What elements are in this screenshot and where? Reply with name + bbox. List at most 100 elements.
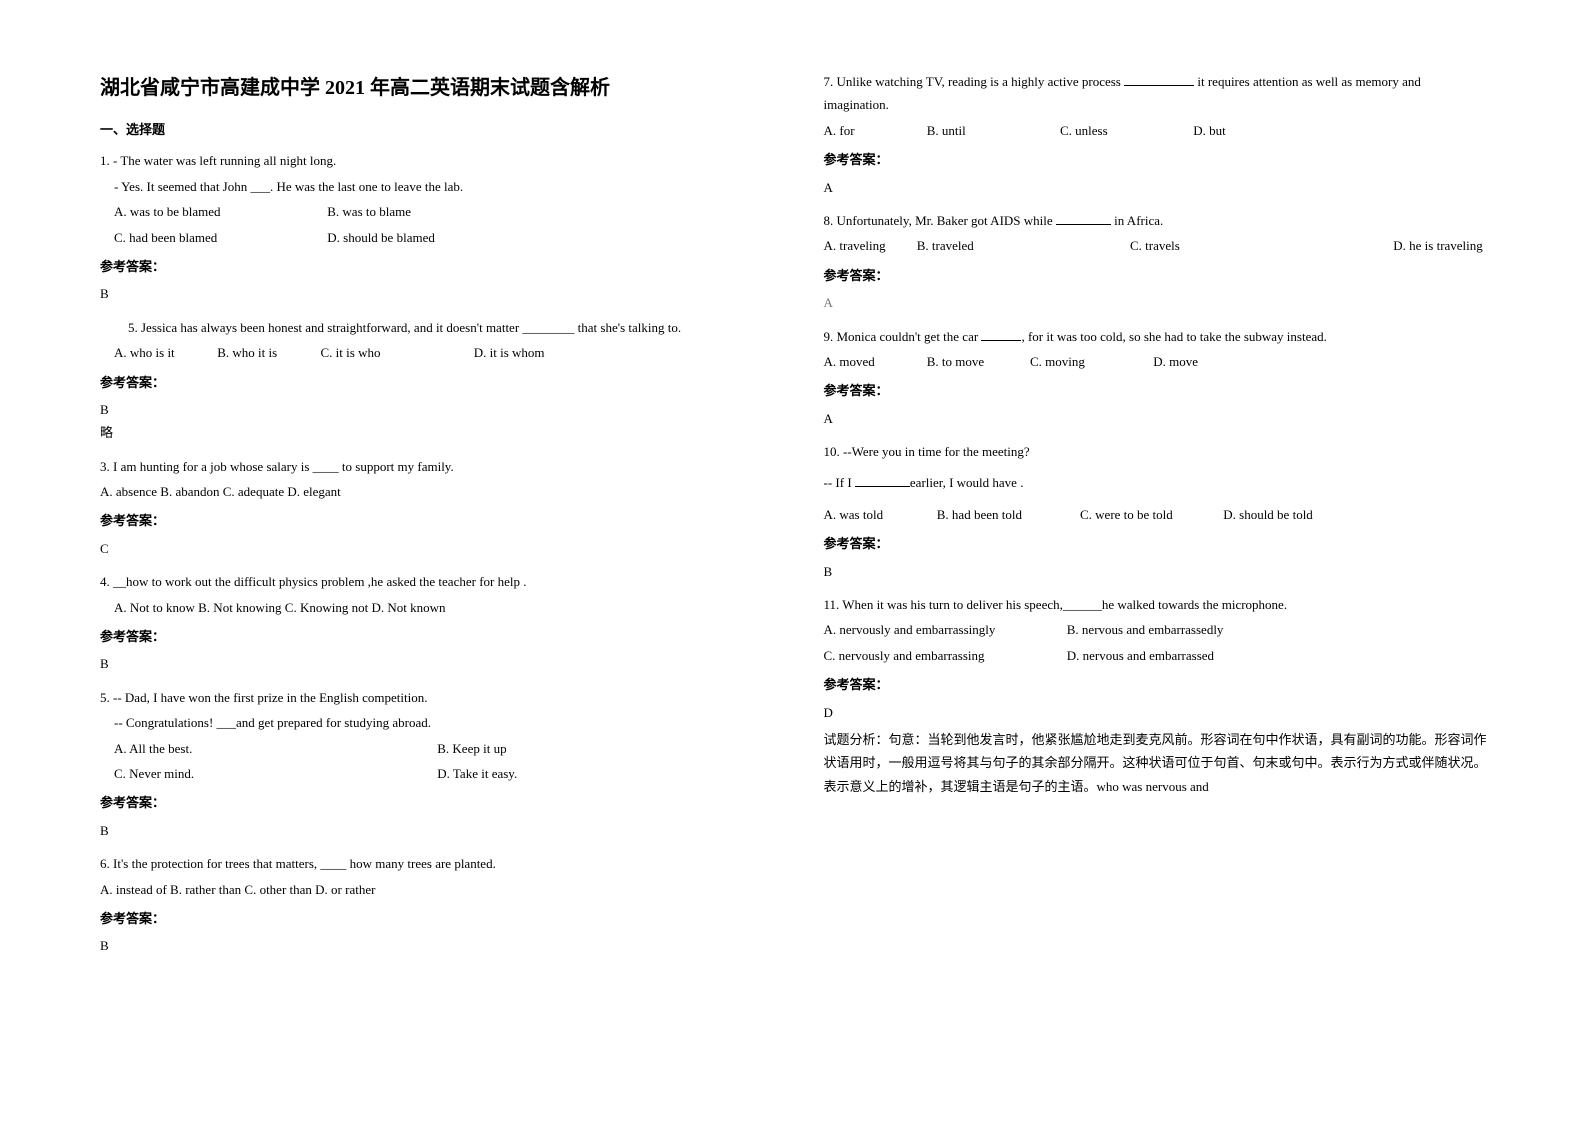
q7-l1a: 7. Unlike watching TV, reading is a high… [824, 74, 1125, 89]
q1-opt-d: D. should be blamed [327, 230, 435, 245]
q1-opt-a: A. was to be blamed [114, 200, 324, 223]
q10-line2: -- If I earlier, I would have . [824, 471, 1488, 494]
q7-b: B. until [927, 119, 1057, 142]
q2-opt-a: A. who is it [114, 341, 214, 364]
q10-a: A. was told [824, 503, 934, 526]
q8-ans-label: 参考答案： [824, 264, 1488, 287]
q8-l1b: in Africa. [1111, 213, 1163, 228]
q8-a: A. traveling [824, 234, 914, 257]
q7-line1: 7. Unlike watching TV, reading is a high… [824, 70, 1488, 117]
section-heading: 一、选择题 [100, 118, 764, 141]
q11-opts-row2: C. nervously and embarrassing D. nervous… [824, 644, 1488, 667]
q9-d: D. move [1153, 354, 1198, 369]
q1-opt-c: C. had been blamed [114, 226, 324, 249]
q10-b: B. had been told [937, 503, 1077, 526]
q2-opt-c: C. it is who [321, 341, 471, 364]
q5-opt-a: A. All the best. [114, 737, 434, 760]
q10-ans-label: 参考答案： [824, 532, 1488, 555]
q9-ans-label: 参考答案： [824, 379, 1488, 402]
q11-ob: B. nervous and embarrassedly [1067, 622, 1224, 637]
q4-opts: A. Not to know B. Not knowing C. Knowing… [100, 596, 764, 619]
q6-ans-label: 参考答案： [100, 907, 764, 930]
q11-line1: 11. When it was his turn to deliver his … [824, 593, 1488, 616]
q1-line1: 1. - The water was left running all nigh… [100, 149, 764, 172]
page: 湖北省咸宁市高建成中学 2021 年高二英语期末试题含解析 一、选择题 1. -… [0, 0, 1587, 1008]
q7-c: C. unless [1060, 119, 1190, 142]
q1-line2: - Yes. It seemed that John ___. He was t… [100, 175, 764, 198]
q2-ans: B [100, 398, 764, 421]
q2-opt-d: D. it is whom [474, 345, 545, 360]
q9-c: C. moving [1030, 350, 1150, 373]
q7-d: D. but [1193, 123, 1226, 138]
q5-ans-label: 参考答案： [100, 791, 764, 814]
q5-line1: 5. -- Dad, I have won the first prize in… [100, 686, 764, 709]
q9-b: B. to move [927, 350, 1027, 373]
q5-ans: B [100, 819, 764, 842]
q8-opts: A. traveling B. traveled C. travels D. h… [824, 234, 1488, 257]
q5-opts-row1: A. All the best. B. Keep it up [100, 737, 764, 760]
q10-d: D. should be told [1223, 507, 1313, 522]
q5-opt-b: B. Keep it up [437, 741, 506, 756]
q8-b: B. traveled [917, 234, 1127, 257]
q5-opt-d: D. Take it easy. [437, 766, 517, 781]
doc-title: 湖北省咸宁市高建成中学 2021 年高二英语期末试题含解析 [100, 70, 764, 106]
q8-line1: 8. Unfortunately, Mr. Baker got AIDS whi… [824, 209, 1488, 232]
q7-ans: A [824, 176, 1488, 199]
left-column: 湖北省咸宁市高建成中学 2021 年高二英语期末试题含解析 一、选择题 1. -… [100, 70, 764, 968]
q3-line1: 3. I am hunting for a job whose salary i… [100, 455, 764, 478]
blank-icon [1056, 212, 1111, 225]
q10-opts: A. was told B. had been told C. were to … [824, 503, 1488, 526]
q1-ans: B [100, 282, 764, 305]
q10-line1: 10. --Were you in time for the meeting? [824, 440, 1488, 463]
q9-l1a: 9. Monica couldn't get the car [824, 329, 982, 344]
blank-icon [981, 328, 1021, 341]
q9-ans: A [824, 407, 1488, 430]
q11-ans-label: 参考答案： [824, 673, 1488, 696]
right-column: 7. Unlike watching TV, reading is a high… [824, 70, 1488, 968]
q11-ans: D [824, 701, 1488, 724]
q3-ans-label: 参考答案： [100, 509, 764, 532]
q6-ans: B [100, 934, 764, 957]
q11-oa: A. nervously and embarrassingly [824, 618, 1064, 641]
q7-opts: A. for B. until C. unless D. but [824, 119, 1488, 142]
q10-l2b: earlier, I would have . [910, 475, 1024, 490]
q1-ans-label: 参考答案： [100, 255, 764, 278]
q2-ans-label: 参考答案： [100, 371, 764, 394]
q5-opts-row2: C. Never mind. D. Take it easy. [100, 762, 764, 785]
q10-l2a: -- If I [824, 475, 855, 490]
q11-explanation: 试题分析：句意：当轮到他发言时，他紧张尴尬地走到麦克风前。形容词在句中作状语，具… [824, 728, 1488, 798]
q11-od: D. nervous and embarrassed [1067, 648, 1214, 663]
q5-line2: -- Congratulations! ___and get prepared … [100, 711, 764, 734]
blank-icon [855, 475, 910, 488]
q2-opts: A. who is it B. who it is C. it is who D… [100, 341, 764, 364]
q11-opts-row1: A. nervously and embarrassingly B. nervo… [824, 618, 1488, 641]
q8-d: D. he is traveling [1393, 238, 1483, 253]
q4-ans-label: 参考答案： [100, 625, 764, 648]
q7-a: A. for [824, 119, 924, 142]
q11-oc: C. nervously and embarrassing [824, 644, 1064, 667]
q1-opts-row2: C. had been blamed D. should be blamed [100, 226, 764, 249]
q9-opts: A. moved B. to move C. moving D. move [824, 350, 1488, 373]
q3-opts: A. absence B. abandon C. adequate D. ele… [100, 480, 764, 503]
q8-c: C. travels [1130, 234, 1390, 257]
q1-opts-row1: A. was to be blamed B. was to blame [100, 200, 764, 223]
q4-line1: 4. __how to work out the difficult physi… [100, 570, 764, 593]
q9-a: A. moved [824, 350, 924, 373]
blank-icon [1124, 73, 1194, 86]
q2-note: 略 [100, 421, 764, 444]
q3-ans: C [100, 537, 764, 560]
q4-ans: B [100, 652, 764, 675]
q6-line1: 6. It's the protection for trees that ma… [100, 852, 764, 875]
q8-l1a: 8. Unfortunately, Mr. Baker got AIDS whi… [824, 213, 1056, 228]
q1-opt-b: B. was to blame [327, 204, 411, 219]
q6-opts: A. instead of B. rather than C. other th… [100, 878, 764, 901]
q8-ans: A [824, 291, 1488, 314]
q10-ans: B [824, 560, 1488, 583]
q9-line1: 9. Monica couldn't get the car , for it … [824, 325, 1488, 348]
q2-line1: 5. Jessica has always been honest and st… [100, 316, 764, 339]
q9-l1b: , for it was too cold, so she had to tak… [1021, 329, 1326, 344]
q7-ans-label: 参考答案： [824, 148, 1488, 171]
q5-opt-c: C. Never mind. [114, 762, 434, 785]
q2-opt-b: B. who it is [217, 341, 317, 364]
q10-c: C. were to be told [1080, 503, 1220, 526]
